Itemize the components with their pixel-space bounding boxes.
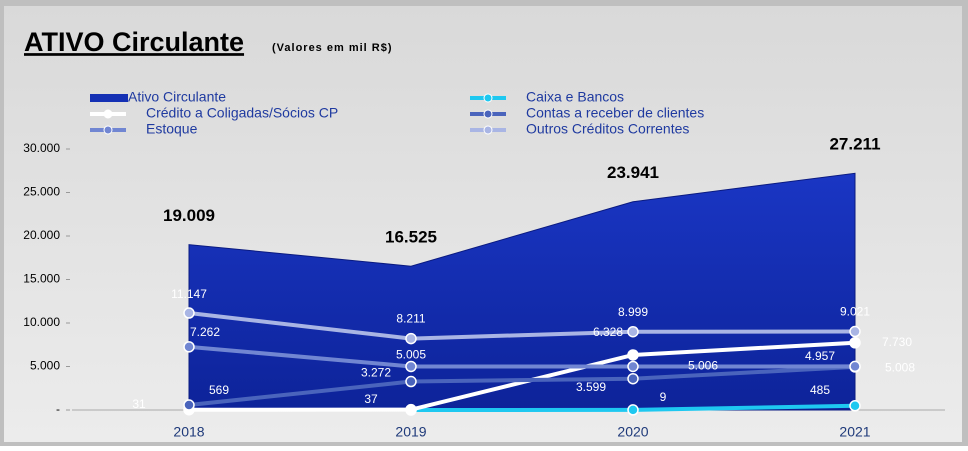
x-tick-label: 2019 [395,424,426,440]
data-label: 9 [660,390,667,404]
chart-subtitle: (Valores em mil R$) [272,42,393,54]
data-label: 5.008 [885,361,915,375]
data-label: 27.211 [829,135,880,154]
line [188,344,856,369]
line [188,340,856,412]
marker [405,375,417,388]
data-label: 6.328 [593,325,623,339]
legend-label: Contas a receber de clientes [526,105,704,121]
legend-swatch [90,94,128,102]
data-label: 7.262 [190,325,220,339]
data-label: 4.957 [805,349,835,363]
data-label: 569 [209,383,229,397]
legend-label: Caixa e Bancos [526,89,624,105]
legend-label: Crédito a Coligadas/Sócios CP [146,105,338,121]
legend-swatch [103,125,113,135]
legend-swatch [483,125,493,135]
data-label: 5.006 [688,359,718,373]
y-tick-label: 15.000 [23,272,60,286]
marker [849,360,861,373]
x-tick-label: 2018 [173,424,204,440]
x-tick-label: 2020 [617,424,648,440]
data-label: 5.005 [396,348,426,362]
marker [849,336,861,349]
y-tick-label: 5.000 [30,359,60,373]
line [188,311,856,341]
data-label: 485 [810,383,830,397]
y-tick-label: - [56,402,60,416]
y-tick-label: 20.000 [23,228,60,242]
marker [627,349,639,361]
marker [405,332,417,345]
data-label: 37 [364,392,378,406]
data-label: 3.272 [361,366,391,380]
data-label: 19.009 [163,206,215,225]
marker [849,325,861,338]
marker [627,372,639,385]
marker [627,404,639,416]
legend-label: Estoque [146,121,198,137]
legend-label: Outros Créditos Correntes [526,121,689,137]
data-label: 3.599 [576,380,606,394]
y-tick-label: 30.000 [23,141,60,155]
data-label: 16.525 [385,228,437,247]
marker [183,341,195,353]
marker [627,360,639,373]
legend-label: Ativo Circulante [128,89,226,105]
marker [405,403,417,416]
marker [405,360,417,373]
legend-swatch [483,109,493,119]
legend-swatch [483,93,493,103]
marker [849,400,861,412]
data-label: 7.730 [882,335,912,349]
chart-title: ATIVO Circulante [24,27,244,57]
x-tick-label: 2021 [839,424,870,440]
marker [183,399,195,411]
data-label: 11.147 [171,287,207,301]
legend-swatch [103,109,113,119]
y-tick-label: 10.000 [23,315,60,329]
data-label: 9.021 [840,305,870,319]
marker [627,325,639,338]
line [188,364,856,408]
data-label: 8.999 [618,305,648,319]
data-label: 8.211 [396,312,425,326]
y-tick-label: 25.000 [23,185,60,199]
data-label: 23.941 [607,163,659,182]
plot: - 5.000 10.000 15.000 20.000 25.000 30.000 2018… [23,89,945,440]
marker [183,307,195,319]
data-label: 31 [132,397,146,411]
